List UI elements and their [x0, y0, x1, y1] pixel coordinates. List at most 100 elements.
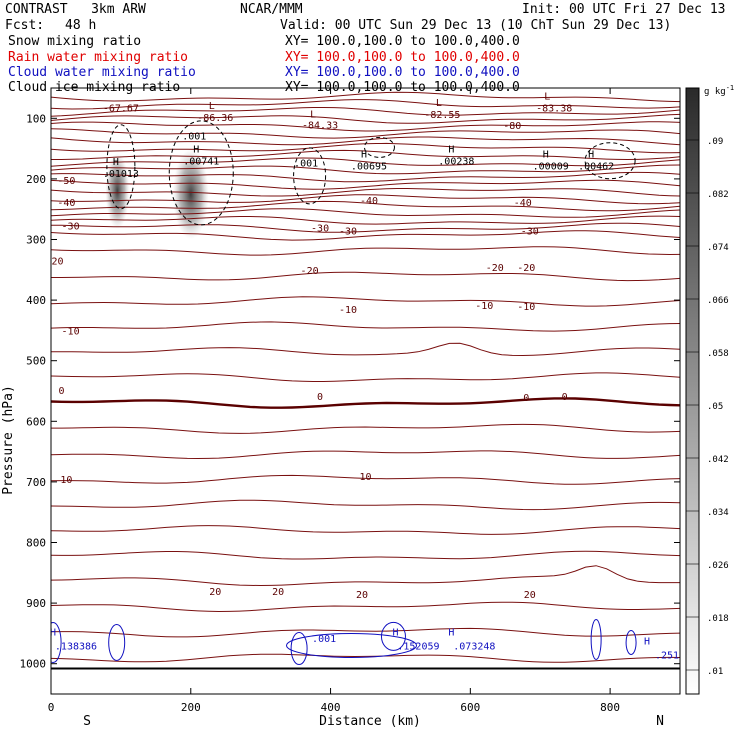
- high-marker: H: [543, 150, 549, 161]
- isotherm-label: 0: [523, 393, 529, 404]
- field-xy-cloud-water: XY= 100.0,100.0 to 100.0,400.0: [285, 65, 520, 80]
- isotherm-label: -82.55: [424, 110, 460, 121]
- cloud-ice-contour: [363, 136, 395, 158]
- high-marker: H: [448, 145, 454, 156]
- isotherm-line: [51, 215, 680, 225]
- isotherm-line: [51, 653, 680, 663]
- y-tick-label: 100: [26, 112, 46, 125]
- isotherm-label: 10: [359, 472, 371, 483]
- high-marker-water: H: [644, 637, 650, 648]
- y-tick-label: 800: [26, 537, 46, 550]
- isotherm-line: [51, 157, 680, 167]
- colorbar-tick-label: .082: [707, 190, 729, 200]
- isotherm-line: [51, 474, 680, 485]
- colorbar: g kg-1 .01 .018 .026 .034 .042 .05 .058 .066 .07…: [685, 84, 734, 695]
- x-tick-label: 0: [48, 701, 55, 714]
- isotherm-label: -20: [301, 266, 319, 277]
- x-end-label-right: N: [656, 714, 664, 729]
- isotherm-line: [51, 372, 680, 382]
- x-tick-label: 800: [600, 701, 620, 714]
- colorbar-unit: g kg-1: [704, 84, 734, 97]
- cloud-ice-contour: [293, 147, 327, 205]
- contour-labels: -50 -40 -40 -40 -30 -30 -30 -30 -20 -20 -20 -20 -10 -…: [45, 91, 680, 661]
- isotherm-label: 20: [209, 587, 221, 598]
- y-tick-label: 300: [26, 234, 46, 247]
- colorbar-gradient: [685, 87, 700, 695]
- cloud-ice-max-label: .001: [294, 159, 318, 170]
- isotherm-label: 10: [60, 475, 72, 486]
- y-tick-label: 500: [26, 355, 46, 368]
- isotherm-label: -30: [62, 222, 80, 233]
- low-marker: L: [544, 91, 550, 102]
- cloud-ice-contours: [106, 120, 636, 226]
- cloud-water-contour: [380, 621, 406, 651]
- isotherm-line: [51, 601, 680, 613]
- cloud-water-max-label: .138386: [55, 642, 97, 653]
- isotherm-label: -40: [514, 198, 532, 209]
- isotherm-label: -10: [517, 302, 535, 313]
- isotherm-label: -20: [517, 263, 535, 274]
- y-axis-label: Pressure (hPa): [1, 385, 16, 495]
- isotherm-line: [51, 423, 680, 434]
- isotherm-label: 20: [524, 590, 536, 601]
- plot-frame: [50, 87, 681, 695]
- isotherm-label: -50: [57, 176, 75, 187]
- isotherm-line: [51, 200, 680, 212]
- y-tick-label: 1000: [20, 658, 47, 671]
- y-tick-label: 600: [26, 415, 46, 428]
- colorbar-tick-label: .066: [707, 296, 729, 306]
- isotherm-label: -30: [311, 223, 329, 234]
- colorbar-tick-label: .01: [707, 667, 723, 677]
- isotherm-label: 20: [272, 587, 284, 598]
- snow-shading-blob: [105, 153, 130, 230]
- isotherm-line: [51, 525, 680, 535]
- y-tick-label: 200: [26, 173, 46, 186]
- isotherm-label: -86.36: [197, 113, 233, 124]
- high-marker-water: H: [50, 628, 56, 639]
- cloud-water-max-label: .152059: [397, 642, 439, 653]
- x-end-label-left: S: [83, 714, 91, 729]
- low-marker: L: [310, 109, 316, 120]
- colorbar-tick-label: .09: [707, 137, 723, 147]
- isotherm-line: [51, 222, 680, 233]
- cloud-ice-max-label: .00741: [183, 157, 219, 168]
- cloud-ice-contour: [584, 142, 636, 180]
- cloud-water-max-label: .073248: [453, 642, 495, 653]
- isotherm-label: 0: [562, 392, 568, 403]
- isotherm-line: [51, 113, 680, 124]
- isotherm-label: -84.33: [302, 120, 338, 131]
- high-marker-water: H: [448, 628, 454, 639]
- isotherm-label: -20: [45, 257, 63, 268]
- forecast-value: 48 h: [65, 18, 97, 33]
- high-marker: H: [193, 145, 199, 156]
- isotherm-line: [51, 171, 680, 183]
- cloud-water-max-label: .001: [312, 634, 336, 645]
- x-axis-label: Distance (km): [319, 714, 421, 729]
- isotherm-line: [51, 188, 680, 197]
- y-tick-label: 900: [26, 597, 46, 610]
- isotherm-line: [51, 271, 680, 282]
- isotherm-label: -83.38: [536, 103, 572, 114]
- cloud-water-contour: [51, 621, 62, 663]
- cloud-ice-max-label: .00462: [578, 162, 614, 173]
- isotherm-line: [51, 99, 680, 110]
- valid-time: Valid: 00 UTC Sun 29 Dec 13 (10 ChT Sun …: [280, 18, 672, 33]
- low-marker: L: [209, 101, 215, 112]
- cloud-water-contour: [625, 629, 637, 655]
- colorbar-tick-label: .058: [707, 349, 729, 359]
- high-marker-water: H: [392, 628, 398, 639]
- cloud-ice-max-label: .00009: [533, 162, 569, 173]
- cloud-ice-contour: [106, 124, 136, 210]
- isotherm-label: -10: [62, 326, 80, 337]
- cloud-water-contour: [286, 633, 418, 659]
- colorbar-tick-label: .034: [707, 508, 729, 518]
- field-name-rain: Rain water mixing ratio: [8, 50, 189, 65]
- isotherm-label: 0: [317, 392, 323, 403]
- isotherm-line: [51, 91, 680, 103]
- isotherm-label: -30: [339, 226, 357, 237]
- isotherm-line: [51, 179, 680, 190]
- isotherm-label: -67.67: [103, 103, 139, 114]
- isotherm-label: 20: [356, 590, 368, 601]
- colorbar-tick-label: .074: [707, 243, 729, 253]
- isotherm-line: [51, 107, 680, 117]
